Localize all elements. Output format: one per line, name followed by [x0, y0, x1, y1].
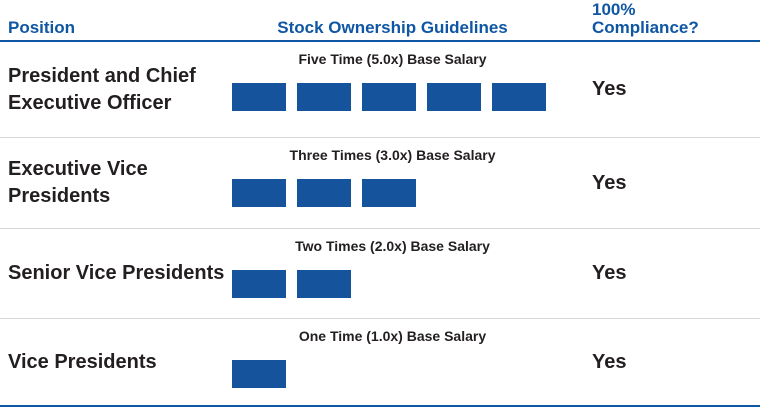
salary-multiple-bar-group: [232, 270, 555, 298]
position-label: President and Chief Executive Officer: [8, 64, 196, 114]
position-label: Executive Vice Presidents: [8, 158, 148, 207]
salary-multiple-bar-group: [232, 360, 555, 388]
salary-unit-bar: [297, 179, 351, 207]
salary-multiple-bar-group: [232, 83, 555, 111]
guideline-caption: Two Times (2.0x) Base Salary: [295, 238, 490, 254]
column-header-position: Position: [8, 18, 76, 37]
salary-unit-bar: [297, 270, 351, 298]
compliance-value: Yes: [592, 350, 627, 373]
salary-unit-bar: [232, 360, 286, 388]
salary-unit-bar: [232, 179, 286, 207]
guideline-cell: Two Times (2.0x) Base Salary: [230, 229, 555, 318]
guideline-caption: Five Time (5.0x) Base Salary: [298, 51, 487, 67]
compliance-header-line1: 100%: [592, 0, 636, 19]
salary-unit-bar: [362, 179, 416, 207]
position-label: Senior Vice Presidents: [8, 262, 225, 284]
column-header-compliance: 100% Compliance?: [555, 0, 760, 40]
compliance-value: Yes: [592, 78, 627, 100]
guideline-cell: Five Time (5.0x) Base Salary: [230, 42, 555, 137]
guideline-caption: Three Times (3.0x) Base Salary: [289, 147, 496, 163]
salary-unit-bar: [232, 270, 286, 298]
guideline-caption: One Time (1.0x) Base Salary: [298, 328, 487, 344]
guideline-cell: One Time (1.0x) Base Salary: [230, 319, 555, 405]
table-row: Executive Vice Presidents Three Times (3…: [0, 137, 760, 228]
salary-unit-bar: [492, 83, 546, 111]
salary-unit-bar: [427, 83, 481, 111]
compliance-value: Yes: [592, 262, 627, 284]
salary-unit-bar: [232, 83, 286, 111]
compliance-value: Yes: [592, 171, 627, 194]
salary-unit-bar: [297, 83, 351, 111]
table-header-row: Position Stock Ownership Guidelines 100%…: [0, 0, 760, 42]
table-row: President and Chief Executive Officer Fi…: [0, 42, 760, 137]
guideline-cell: Three Times (3.0x) Base Salary: [230, 138, 555, 228]
table-row: Vice Presidents One Time (1.0x) Base Sal…: [0, 318, 760, 407]
salary-multiple-bar-group: [232, 179, 555, 207]
column-header-guidelines: Stock Ownership Guidelines: [277, 18, 508, 37]
compliance-header-line2: Compliance?: [592, 18, 699, 37]
salary-unit-bar: [362, 83, 416, 111]
table-row: Senior Vice Presidents Two Times (2.0x) …: [0, 228, 760, 318]
position-label: Vice Presidents: [8, 350, 157, 373]
